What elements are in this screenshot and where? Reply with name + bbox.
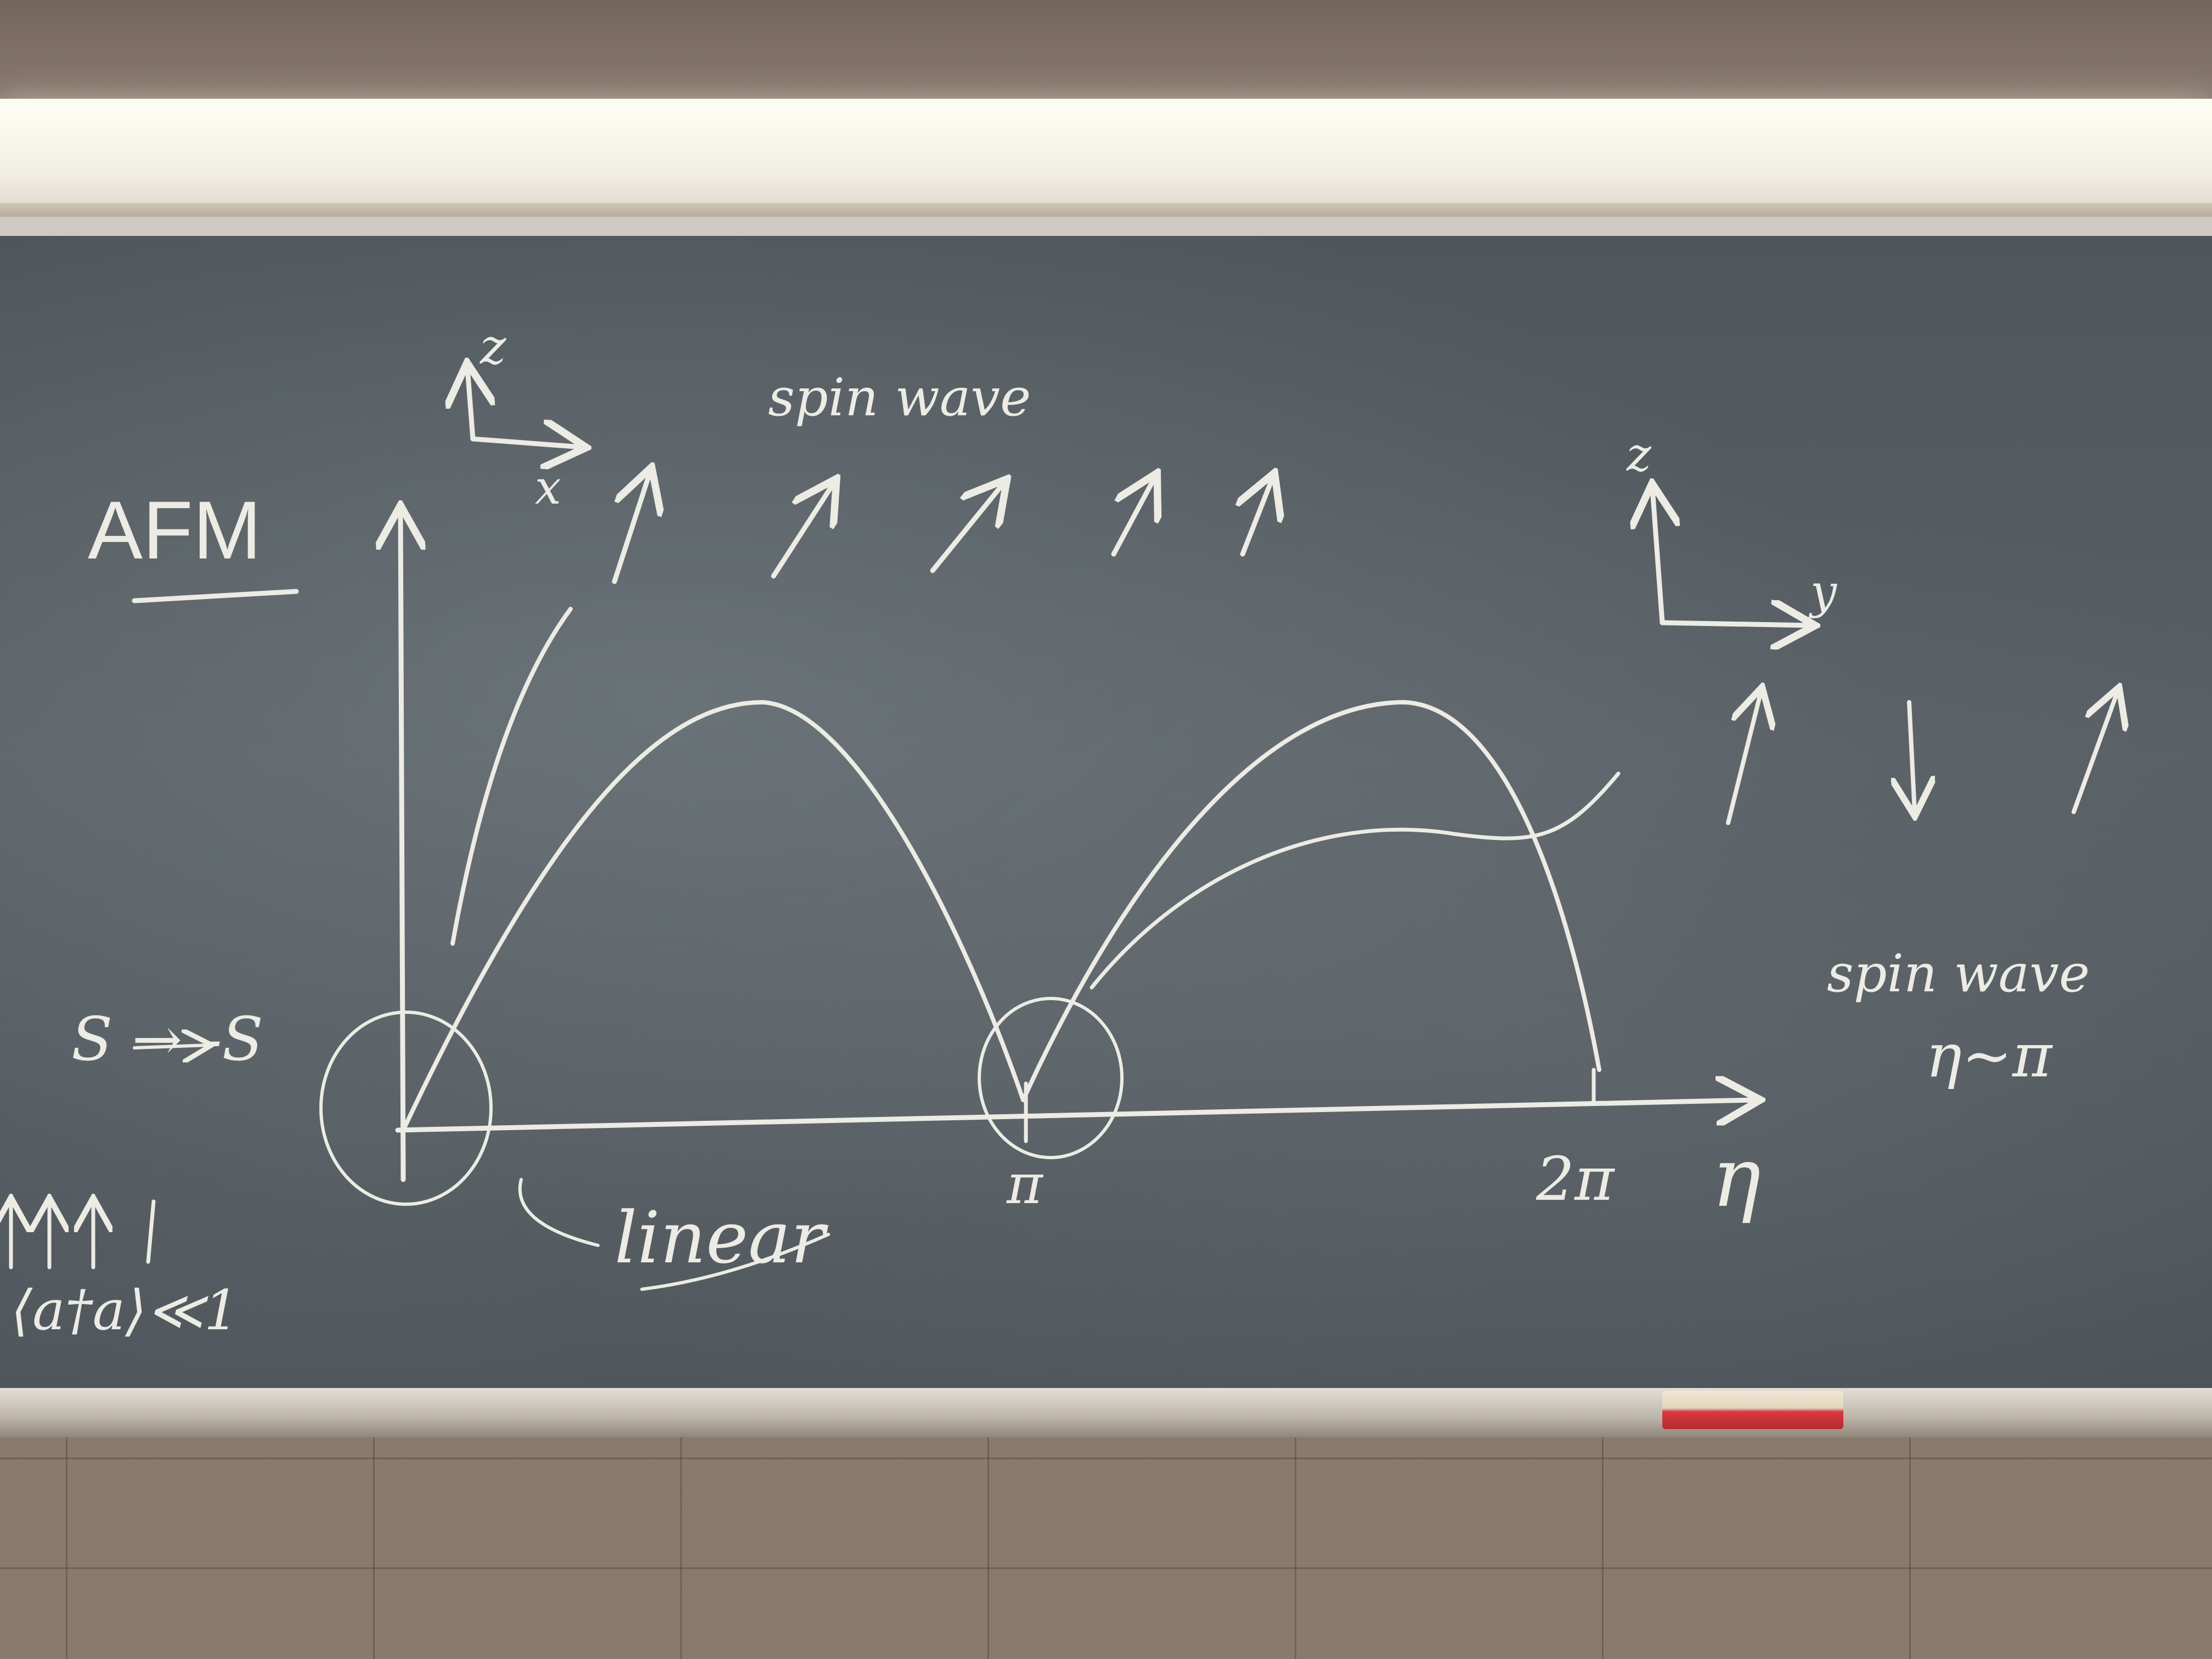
- operator-bound-label: ⟨a†a⟩≪1: [11, 1278, 239, 1342]
- linear-pointer: [518, 1178, 600, 1247]
- linear-label: linear: [614, 1196, 825, 1279]
- left-frame-z-label: z: [480, 318, 506, 376]
- eta-near-pi-label: η~π: [1926, 1020, 2052, 1091]
- cinder-block-wall: [0, 1437, 2212, 1659]
- spin-arrows-right: [1726, 691, 2118, 825]
- upper-wall: [0, 0, 2212, 110]
- dispersion-curve-steep: [450, 607, 573, 946]
- chalk-tray: [0, 1388, 2212, 1437]
- dispersion-curve-soft: [1090, 771, 1621, 990]
- right-frame-z-axis: [1652, 488, 1662, 625]
- spin-wave-top-label: spin wave: [768, 368, 1031, 428]
- left-frame-x-label: x: [535, 461, 561, 515]
- tick-2pi-label: 2π: [1536, 1144, 1615, 1214]
- pi-linear-region-circle: [978, 997, 1124, 1159]
- spin-arrows-bottom-left: [11, 1201, 156, 1269]
- board-title-afm: AFM: [88, 484, 262, 576]
- left-frame-x-axis: [470, 439, 582, 447]
- linear-underline: [640, 1233, 830, 1291]
- dispersion-arch-1: [401, 700, 1025, 1132]
- afm-underline: [132, 589, 299, 603]
- tick-pi-label: π: [1007, 1152, 1043, 1216]
- s-relation-label: S → -S: [71, 1004, 263, 1074]
- left-frame-z-axis: [467, 368, 473, 442]
- eraser[interactable]: [1662, 1391, 1843, 1429]
- spin-arrows-top: [612, 472, 1273, 584]
- s-relation-arrow: [133, 1045, 208, 1048]
- spin-wave-right-label: spin wave: [1827, 944, 2090, 1004]
- right-frame-z-label: z: [1627, 428, 1651, 482]
- ceiling-light: [0, 99, 2212, 225]
- right-frame-y-label: y: [1810, 565, 1837, 619]
- dispersion-x-axis: [395, 1100, 1756, 1133]
- dispersion-arch-2: [1021, 700, 1601, 1102]
- dispersion-y-axis: [400, 510, 403, 1182]
- right-frame-y-axis: [1660, 623, 1810, 625]
- x-axis-eta-label: η: [1712, 1130, 1761, 1226]
- origin-linear-region-circle: [319, 1011, 493, 1206]
